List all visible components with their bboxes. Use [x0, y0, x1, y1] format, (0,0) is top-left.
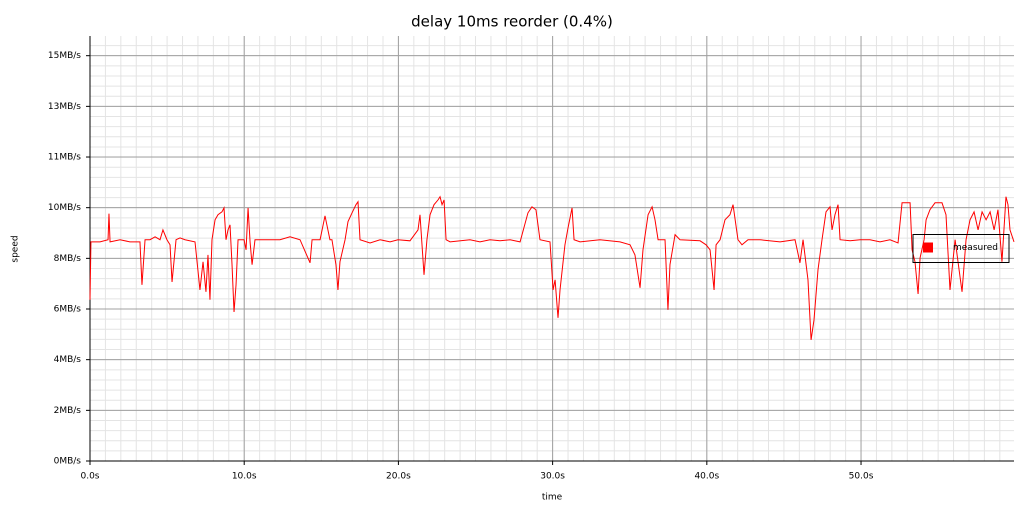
x-tick-label: 30.0s [540, 472, 565, 482]
x-tick-label: 20.0s [386, 472, 411, 482]
y-tick-label: 2MB/s [54, 406, 82, 416]
x-axis-label: time [542, 493, 563, 503]
y-tick-label: 4MB/s [54, 355, 82, 365]
legend-box [912, 234, 1010, 263]
x-tick-label: 10.0s [232, 472, 257, 482]
legend-label: measured [953, 243, 998, 253]
data-line [89, 195, 1015, 340]
x-tick-label: 0.0s [80, 472, 99, 482]
y-tick-label: 8MB/s [54, 254, 82, 264]
y-tick-label: 15MB/s [48, 51, 81, 61]
y-axis-label: speed [11, 235, 21, 262]
y-tick-label: 11MB/s [48, 153, 81, 163]
y-tick-label: 0MB/s [54, 457, 82, 467]
legend-swatch [923, 242, 933, 253]
y-tick-label: 6MB/s [54, 305, 82, 315]
chart-title: delay 10ms reorder (0.4%) [411, 13, 613, 31]
y-tick-label: 13MB/s [48, 102, 81, 112]
x-tick-label: 40.0s [694, 472, 719, 482]
x-tick-label: 50.0s [849, 472, 874, 482]
y-tick-label: 10MB/s [48, 203, 81, 213]
